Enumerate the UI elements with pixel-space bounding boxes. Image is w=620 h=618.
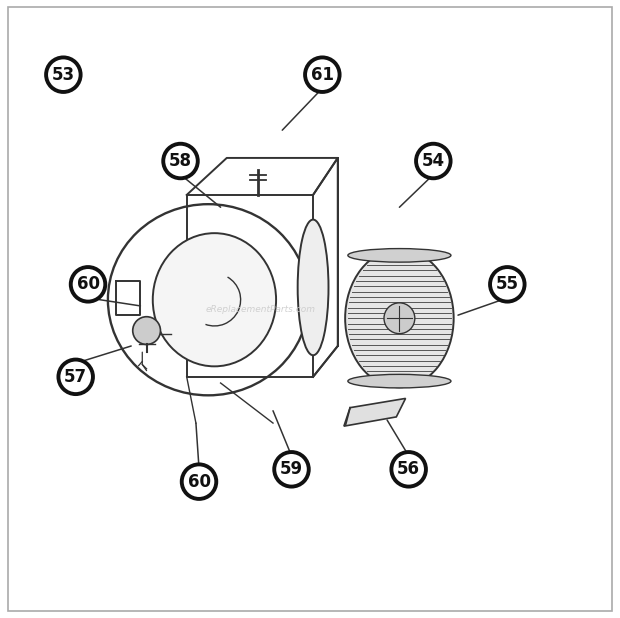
Ellipse shape	[348, 375, 451, 388]
Circle shape	[182, 464, 216, 499]
Ellipse shape	[345, 249, 454, 387]
Ellipse shape	[348, 248, 451, 262]
Text: 57: 57	[64, 368, 87, 386]
Text: 54: 54	[422, 152, 445, 170]
Polygon shape	[344, 399, 405, 426]
Text: 55: 55	[496, 276, 519, 294]
Circle shape	[71, 267, 105, 302]
Circle shape	[416, 144, 451, 178]
Circle shape	[46, 57, 81, 92]
Text: 60: 60	[187, 473, 211, 491]
Circle shape	[384, 303, 415, 334]
Text: 61: 61	[311, 66, 334, 83]
Text: 56: 56	[397, 460, 420, 478]
Ellipse shape	[133, 316, 161, 344]
Text: 58: 58	[169, 152, 192, 170]
Circle shape	[163, 144, 198, 178]
Text: 59: 59	[280, 460, 303, 478]
Circle shape	[274, 452, 309, 486]
Circle shape	[305, 57, 340, 92]
Text: 53: 53	[52, 66, 75, 83]
Circle shape	[490, 267, 525, 302]
Text: eReplacementParts.com: eReplacementParts.com	[206, 305, 316, 313]
Circle shape	[58, 360, 93, 394]
Ellipse shape	[298, 219, 329, 355]
Text: 60: 60	[76, 276, 100, 294]
Circle shape	[391, 452, 426, 486]
Ellipse shape	[153, 233, 276, 366]
